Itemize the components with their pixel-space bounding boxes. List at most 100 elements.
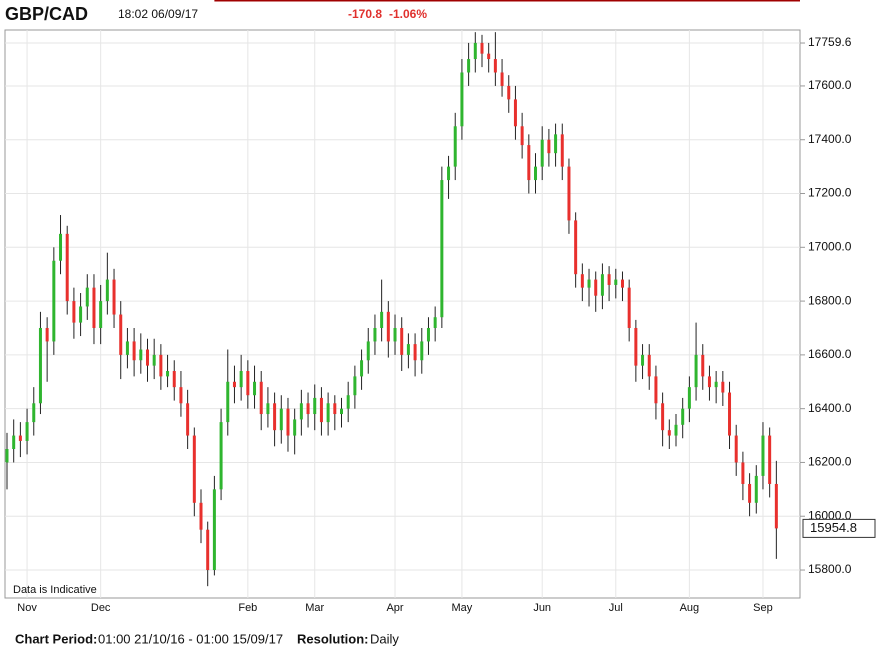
candle-body [293,419,297,436]
x-tick-label: Apr [386,602,403,614]
candle-body [413,344,417,361]
candle-body [627,287,631,328]
candle-body [286,408,290,436]
candle-body [45,327,49,342]
candle-body [661,403,665,431]
candle-body [667,430,671,436]
candle-body [694,354,698,388]
candle-body [714,381,718,388]
candle-body [333,403,337,415]
candle-body [574,220,578,275]
candle-body [707,376,711,388]
candle-body [513,99,517,127]
candle-body [12,435,16,450]
candle-body [641,354,645,366]
candle-body [507,85,511,100]
candle-body [614,279,618,285]
candle-body [119,314,123,355]
candle-body [219,422,223,490]
candle-body [674,424,678,436]
candle-body [701,354,705,377]
candle-body [607,274,611,285]
last-price-label: 15954.8 [810,520,857,535]
candle-body [105,279,109,302]
candle-body [520,126,524,146]
candle-body [600,274,604,296]
candle-body [25,422,29,441]
y-tick-label: 16600.0 [808,347,852,361]
candle-body [32,403,36,423]
candle-body [721,381,725,393]
candle-body [159,354,163,377]
change: -170.8 [348,7,382,21]
candle-body [420,341,424,361]
candle-body [500,72,504,86]
candle-body [85,287,89,307]
candle-body [567,166,571,221]
y-tick-label: 17759.6 [808,35,852,49]
candle-body [232,381,236,388]
candle-body [273,403,277,431]
candle-body [52,260,56,342]
candle-body [400,327,404,355]
candle-body [480,42,484,54]
y-tick-label: 17000.0 [808,239,852,253]
candle-body [112,279,116,315]
candle-body [554,134,558,154]
candle-body [560,134,564,167]
candle-body [527,145,531,181]
candle-body [547,139,551,154]
candle-body [580,274,584,288]
candle-body [239,371,243,388]
candle-body [179,387,183,404]
candle-body [447,166,451,181]
candle-body [540,139,544,167]
y-tick-label: 15800.0 [808,562,852,576]
y-tick-label: 17600.0 [808,78,852,92]
candle-body [79,306,83,323]
candle-body [440,180,444,318]
y-tick-label: 16800.0 [808,293,852,307]
candle-body [206,529,210,571]
candle-body [386,311,390,342]
candle-body [172,371,176,388]
candle-body [319,397,323,423]
y-tick-label: 17400.0 [808,132,852,146]
candle-body [473,42,477,60]
candle-body [647,354,651,377]
candle-body [774,483,778,529]
last-price-box [802,518,876,538]
x-tick-label: Nov [17,602,37,614]
x-tick-label: Aug [680,602,700,614]
candle-body [125,341,129,355]
candle-body [186,403,190,436]
candle-body [373,327,377,342]
candle-body [453,126,457,167]
resolution-label: Resolution: [297,631,369,646]
candle-body [132,341,136,361]
chart-title: GBP/CAD [5,4,88,24]
candle-body [687,387,691,409]
y-tick-label: 16200.0 [808,455,852,469]
candle-body [259,381,263,415]
candle-body [366,341,370,361]
candle-body [346,395,350,409]
candle-body [487,53,491,60]
candle-body [192,435,196,503]
plot-frame [4,29,801,599]
resolution: Daily [370,631,399,646]
candle-body [534,166,538,181]
y-tick-label: 16400.0 [808,401,852,415]
candle-body [681,408,685,425]
candle-body [467,59,471,73]
x-tick-label: Jun [533,602,551,614]
candle-body [406,344,410,355]
candle-body [246,371,250,396]
candle-body [353,376,357,396]
x-tick-label: Dec [91,602,111,614]
candle-body [728,392,732,436]
candle-body [326,403,330,423]
candle-body [460,72,464,127]
candle-body [92,287,96,328]
candle-body [393,327,397,342]
